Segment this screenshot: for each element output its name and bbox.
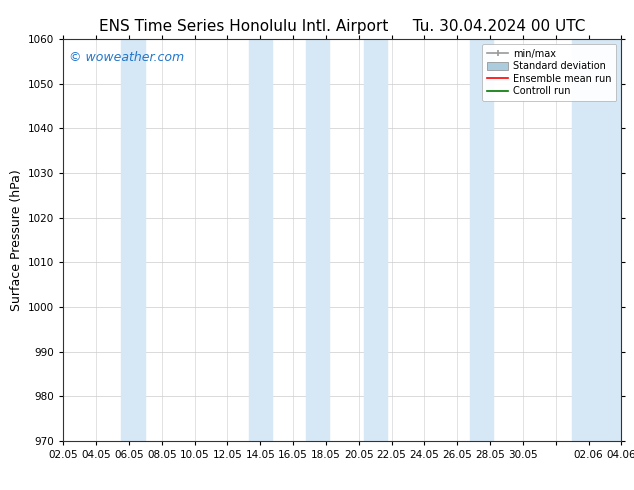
Title: ENS Time Series Honolulu Intl. Airport     Tu. 30.04.2024 00 UTC: ENS Time Series Honolulu Intl. Airport T… xyxy=(99,19,586,34)
Bar xyxy=(306,39,329,441)
Bar xyxy=(572,39,621,441)
Bar xyxy=(249,39,272,441)
Legend: min/max, Standard deviation, Ensemble mean run, Controll run: min/max, Standard deviation, Ensemble me… xyxy=(482,44,616,101)
Text: © woweather.com: © woweather.com xyxy=(69,51,184,64)
Y-axis label: Surface Pressure (hPa): Surface Pressure (hPa) xyxy=(10,169,23,311)
Bar xyxy=(364,39,387,441)
Bar xyxy=(470,39,493,441)
Bar xyxy=(121,39,145,441)
